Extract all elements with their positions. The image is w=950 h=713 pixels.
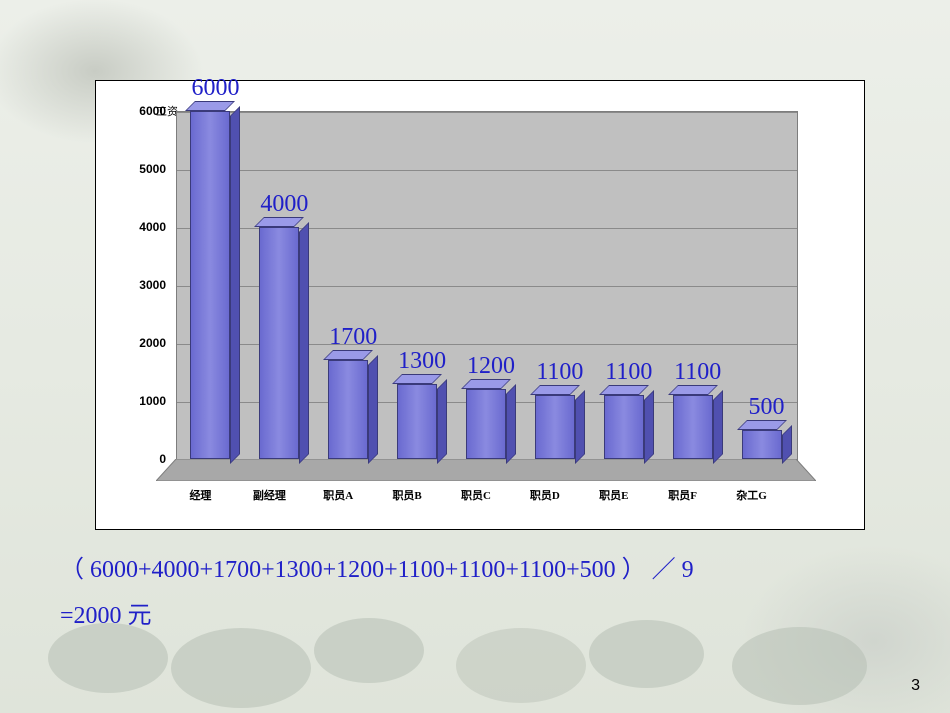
- x-tick-label: 职员B: [392, 487, 421, 503]
- x-tick-label: 职员E: [599, 487, 628, 503]
- y-tick-label: 0: [159, 452, 166, 466]
- bar-value-label: 6000: [191, 75, 239, 102]
- x-tick-label: 职员C: [461, 487, 491, 503]
- bar: [742, 430, 782, 459]
- bar: [190, 111, 230, 459]
- formula-line-1: （ 6000+4000+1700+1300+1200+1100+1100+110…: [60, 557, 694, 583]
- x-tick-label: 副经理: [253, 487, 286, 503]
- y-tick-label: 1000: [139, 394, 166, 408]
- formula-line-2: =2000 元: [60, 603, 152, 629]
- page-number: 3: [911, 677, 920, 695]
- bar: [535, 395, 575, 459]
- x-tick-label: 经理: [189, 487, 211, 503]
- y-tick-label: 5000: [139, 162, 166, 176]
- average-formula: （ 6000+4000+1700+1300+1200+1100+1100+110…: [60, 548, 910, 639]
- x-tick-label: 职员F: [668, 487, 697, 503]
- chart-floor: [156, 459, 816, 481]
- bar-value-label: 4000: [260, 191, 308, 218]
- bar: [259, 227, 299, 459]
- gridline: [177, 112, 797, 113]
- bar-value-label: 1100: [605, 359, 652, 386]
- y-tick-label: 3000: [139, 278, 166, 292]
- y-tick-label: 2000: [139, 336, 166, 350]
- bar: [397, 384, 437, 459]
- bar-value-label: 1300: [398, 348, 446, 375]
- gridline: [177, 170, 797, 171]
- bar-value-label: 500: [749, 394, 785, 421]
- x-tick-label: 职员D: [530, 487, 560, 503]
- bar: [604, 395, 644, 459]
- bar-value-label: 1700: [329, 324, 377, 351]
- bar-value-label: 1100: [674, 359, 721, 386]
- salary-bar-chart: 工资 0100020003000400050006000经理6000副经理400…: [95, 80, 865, 530]
- bar: [673, 395, 713, 459]
- y-tick-label: 4000: [139, 220, 166, 234]
- bar-value-label: 1200: [467, 353, 515, 380]
- x-tick-label: 杂工G: [736, 487, 767, 503]
- bar-value-label: 1100: [536, 359, 583, 386]
- bar: [466, 389, 506, 459]
- y-tick-label: 6000: [139, 104, 166, 118]
- bar: [328, 360, 368, 459]
- x-tick-label: 职员A: [323, 487, 353, 503]
